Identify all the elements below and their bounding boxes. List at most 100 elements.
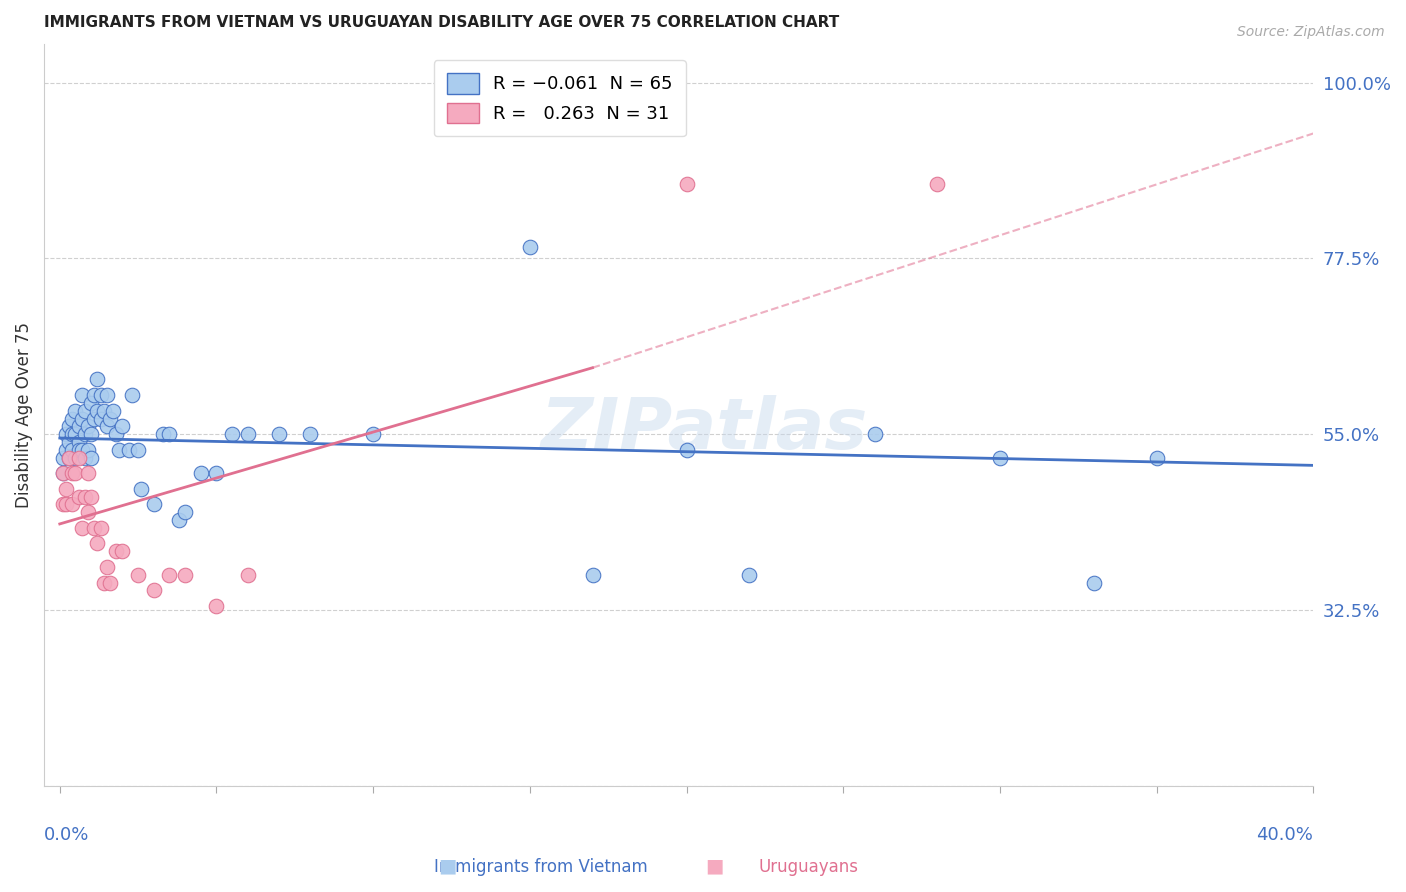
Point [159,427,181,442]
Point [52,466,75,480]
Point [675,442,697,457]
Point [67,419,90,434]
Point [73,450,96,465]
Point [142,583,165,598]
Point [159,567,181,582]
Point [96,419,118,434]
Point [105,427,128,442]
Point [65,466,87,480]
Point [174,567,197,582]
Point [77,419,100,434]
Point [1146,450,1168,465]
Point [83,388,105,402]
Point [96,560,118,574]
Point [361,427,384,442]
Text: ■: ■ [704,857,724,876]
Text: Uruguayans: Uruguayans [758,858,859,876]
Text: ■: ■ [437,857,457,876]
Point [927,178,949,192]
Point [80,490,103,504]
Point [93,403,115,417]
Point [67,442,90,457]
Point [70,521,93,535]
Point [111,544,134,558]
Point [70,442,93,457]
Point [55,482,77,496]
Point [60,442,83,457]
Text: 0.0%: 0.0% [44,826,90,845]
Point [190,466,212,480]
Point [738,567,761,582]
Point [988,450,1011,465]
Point [67,450,90,465]
Point [55,442,77,457]
Point [111,419,134,434]
Point [70,411,93,425]
Point [73,403,96,417]
Point [167,513,190,527]
Point [93,575,115,590]
Point [96,388,118,402]
Point [105,544,128,558]
Point [142,497,165,511]
Point [60,411,83,425]
Point [77,442,100,457]
Point [101,403,124,417]
Point [108,442,131,457]
Point [80,396,103,410]
Point [129,482,152,496]
Point [86,403,108,417]
Point [86,372,108,386]
Point [581,567,603,582]
Point [152,427,174,442]
Point [70,388,93,402]
Legend: R = −0.061  N = 65, R =   0.263  N = 31: R = −0.061 N = 65, R = 0.263 N = 31 [434,60,686,136]
Point [55,497,77,511]
Point [89,521,111,535]
Point [127,567,149,582]
Point [77,466,100,480]
Point [60,427,83,442]
Text: 40.0%: 40.0% [1257,826,1313,845]
Point [77,505,100,519]
Point [65,403,87,417]
Point [98,411,121,425]
Point [52,466,75,480]
Point [89,411,111,425]
Text: Immigrants from Vietnam: Immigrants from Vietnam [434,858,648,876]
Point [52,450,75,465]
Point [60,497,83,511]
Point [80,450,103,465]
Point [83,411,105,425]
Point [73,427,96,442]
Point [67,490,90,504]
Point [52,497,75,511]
Point [127,442,149,457]
Point [121,388,143,402]
Point [269,427,291,442]
Point [58,419,80,434]
Point [58,450,80,465]
Point [863,427,886,442]
Point [675,178,697,192]
Point [174,505,197,519]
Text: IMMIGRANTS FROM VIETNAM VS URUGUAYAN DISABILITY AGE OVER 75 CORRELATION CHART: IMMIGRANTS FROM VIETNAM VS URUGUAYAN DIS… [44,15,839,30]
Point [80,427,103,442]
Point [58,450,80,465]
Y-axis label: Disability Age Over 75: Disability Age Over 75 [15,322,32,508]
Point [60,466,83,480]
Point [118,442,141,457]
Point [89,388,111,402]
Point [236,567,259,582]
Point [58,434,80,449]
Point [86,536,108,550]
Point [98,575,121,590]
Point [73,490,96,504]
Point [1083,575,1105,590]
Point [67,434,90,449]
Point [65,450,87,465]
Point [55,427,77,442]
Point [221,427,243,442]
Point [236,427,259,442]
Point [299,427,322,442]
